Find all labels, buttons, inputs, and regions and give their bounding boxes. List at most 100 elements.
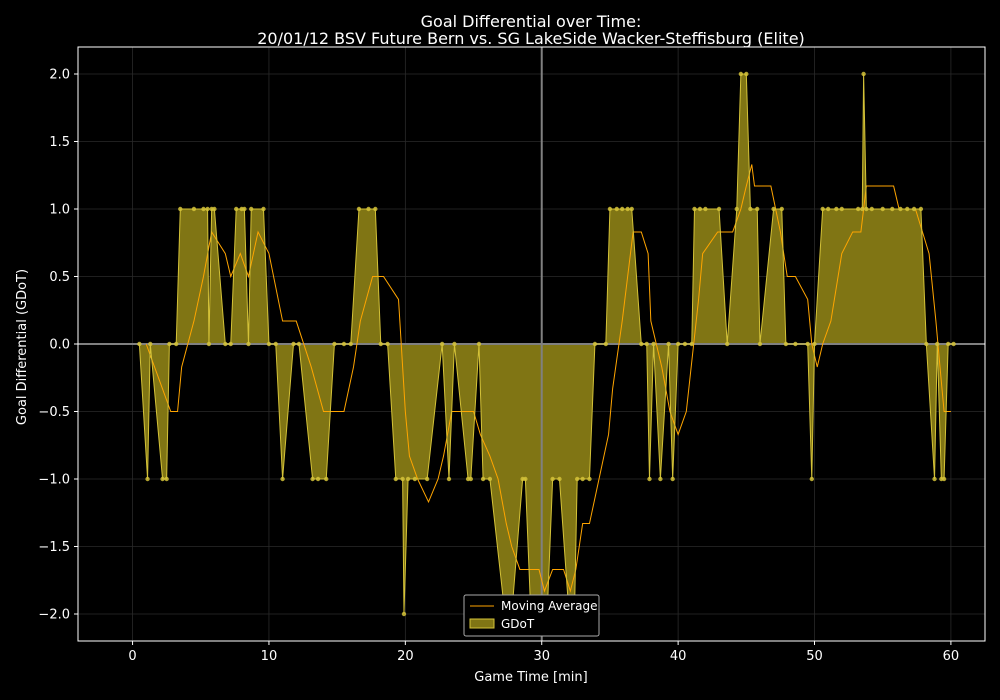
gdot-point	[689, 341, 694, 347]
gdot-point	[834, 206, 839, 212]
gdot-point	[273, 341, 278, 347]
gdot-point	[932, 476, 937, 482]
gdot-point	[771, 206, 776, 212]
gdot-point	[412, 476, 418, 482]
gdot-point	[446, 476, 452, 482]
legend-gdot-label: GDoT	[501, 617, 535, 631]
gdot-point	[620, 206, 625, 212]
gdot-point	[400, 476, 405, 482]
gdot-point	[905, 206, 910, 212]
gdot-point	[675, 341, 681, 347]
gdot-point	[296, 341, 302, 347]
gdot-point	[898, 206, 903, 212]
gdot-point	[206, 341, 212, 347]
gdot-point	[869, 206, 874, 212]
gdot-point	[487, 476, 493, 482]
x-tick-label: 50	[806, 649, 823, 664]
x-axis-label: Game Time [min]	[474, 670, 587, 685]
x-tick-label: 60	[943, 649, 960, 664]
gdot-point	[378, 341, 383, 347]
gdot-point	[890, 206, 895, 212]
gdot-point	[178, 206, 183, 212]
gdot-point	[748, 206, 753, 212]
gdot-point	[160, 476, 165, 482]
x-axis-ticks: 0 10 20 30 40 50 60	[128, 641, 959, 664]
gdot-point	[480, 476, 486, 482]
x-tick-label: 10	[261, 649, 278, 664]
gdot-point	[658, 476, 663, 482]
legend-moving-average-label: Moving Average	[501, 599, 597, 613]
gdot-point	[625, 206, 630, 212]
gdot-point	[839, 206, 844, 212]
y-tick-label: 0.0	[49, 338, 70, 353]
gdot-point	[614, 206, 619, 212]
gdot-point	[734, 206, 739, 212]
gdot-point	[805, 341, 810, 347]
legend: Moving Average GDoT	[463, 594, 600, 637]
moving-average-line	[145, 164, 951, 593]
gdot-point	[201, 206, 206, 212]
gdot-point	[291, 341, 296, 347]
gdot-point	[592, 341, 598, 347]
gdot-point	[266, 341, 272, 347]
gdot-point	[324, 476, 329, 482]
gdot-point	[242, 206, 247, 212]
y-tick-label: 2.0	[49, 68, 70, 83]
gdot-point	[148, 341, 153, 347]
gdot-point	[820, 206, 825, 212]
gdot-point	[629, 206, 634, 212]
gdot-point	[523, 476, 528, 482]
gdot-point	[651, 341, 656, 347]
gdot-point	[223, 341, 228, 347]
gdot-point	[639, 341, 644, 347]
gdot-point	[468, 476, 474, 482]
y-axis-label: Goal Differential (GDoT)	[15, 269, 30, 425]
gdot-point	[647, 476, 652, 482]
gdot-point	[373, 206, 378, 212]
gdot-point	[703, 206, 708, 212]
gdot-point	[744, 71, 749, 77]
gdot-point	[941, 476, 947, 482]
gdot-point	[212, 206, 217, 212]
gdot-point	[725, 341, 730, 347]
gdot-point	[280, 476, 285, 482]
gdot-point	[234, 206, 239, 212]
gdot-point	[385, 341, 390, 347]
gdot-point	[315, 476, 321, 482]
gdot-point	[574, 476, 580, 482]
gdot-point	[935, 341, 940, 347]
legend-box	[463, 594, 600, 637]
y-tick-label: 1.0	[49, 203, 70, 218]
gdot-point	[757, 341, 763, 347]
gdot-point	[697, 206, 703, 212]
gdot-point	[587, 476, 592, 482]
chart-title-line2: 20/01/12 BSV Future Bern vs. SG LakeSide…	[257, 29, 805, 48]
x-tick-label: 20	[397, 649, 414, 664]
gdot-point	[670, 476, 675, 482]
gdot-point	[945, 341, 951, 347]
gdot-point	[476, 341, 482, 347]
gdot-point	[783, 341, 789, 347]
gdot-point	[145, 476, 150, 482]
y-tick-label: −0.5	[38, 405, 70, 420]
gdot-point	[716, 206, 722, 212]
gdot-point	[550, 476, 555, 482]
gdot-point	[692, 206, 697, 212]
gdot-point	[911, 206, 917, 212]
gdot-point	[261, 206, 266, 212]
gdot-point	[855, 206, 861, 212]
gdot-point	[332, 341, 337, 347]
gdot-point	[228, 341, 233, 347]
gdot-point	[607, 206, 613, 212]
x-tick-label: 0	[128, 649, 136, 664]
gdot-point	[864, 206, 869, 212]
gdot-point	[793, 341, 798, 347]
gdot-point	[401, 611, 407, 617]
moving-average-series	[145, 164, 951, 593]
gdot-point	[951, 341, 956, 347]
gdot-point	[424, 476, 430, 482]
gdot-point	[557, 476, 562, 482]
y-tick-label: −2.0	[38, 608, 70, 623]
y-tick-label: 1.5	[49, 135, 70, 150]
y-axis-ticks: −2.0 −1.5 −1.0 −0.5 0.0 0.5 1.0 1.5 2.0	[38, 68, 78, 623]
